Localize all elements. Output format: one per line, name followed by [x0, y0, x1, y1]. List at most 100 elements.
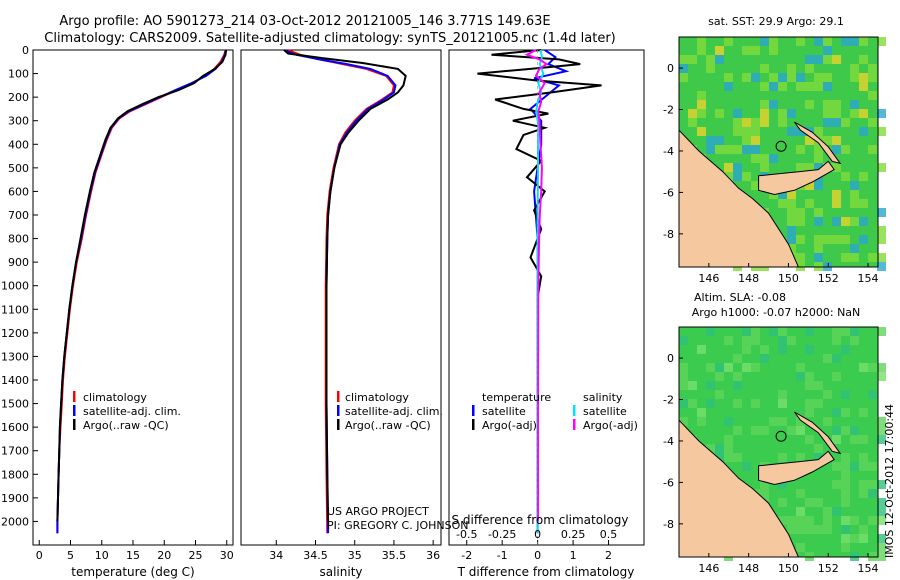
- map-field-cell: [742, 73, 751, 82]
- map-field-cell: [778, 199, 787, 208]
- map-field-cell: [778, 336, 787, 345]
- map-field-cell: [742, 336, 751, 345]
- map-x-tick-label: 148: [738, 272, 759, 285]
- map-field-cell: [706, 444, 715, 453]
- map-field-cell: [760, 354, 769, 363]
- map-field-cell: [697, 127, 706, 136]
- map-x-tick-label: 154: [858, 562, 879, 575]
- x-tick-label: 0: [36, 549, 43, 562]
- map-field-cell: [760, 37, 769, 46]
- legend-swatch-t-argo: [472, 419, 475, 430]
- map-field-cell: [742, 327, 751, 336]
- series-line-climatology: [56, 49, 227, 534]
- depth-tick-label: 1900: [1, 492, 29, 505]
- map-field-cell: [733, 118, 742, 127]
- temperature-legend: climatology satellite-adj. clim. Argo(..…: [73, 391, 181, 432]
- map-field-cell: [814, 208, 823, 217]
- map-field-cell: [724, 82, 733, 91]
- map-field-cell: [859, 217, 868, 226]
- map-field-cell: [751, 73, 760, 82]
- map-field-cell: [733, 163, 742, 172]
- map-field-cell: [859, 82, 868, 91]
- map-field-cell: [796, 525, 805, 534]
- map-field-cell: [724, 453, 733, 462]
- map-field-cell: [742, 363, 751, 372]
- map-field-cell: [877, 426, 886, 435]
- map-field-cell: [832, 145, 841, 154]
- map-field-cell: [877, 534, 886, 543]
- map-field-cell: [832, 354, 841, 363]
- map-field-cell: [823, 82, 832, 91]
- map-field-cell: [679, 64, 688, 73]
- difference-axes: [448, 49, 645, 546]
- map-field-cell: [805, 372, 814, 381]
- s-tick-label: -0.5: [456, 528, 477, 541]
- argo-location-marker: [775, 430, 787, 442]
- s-tick-label: 0.5: [600, 528, 618, 541]
- map-field-cell: [805, 525, 814, 534]
- map-y-tick-label: -8: [663, 228, 674, 241]
- temperature-xlabel: temperature (deg C): [71, 565, 194, 579]
- map-field-cell: [751, 399, 760, 408]
- map-field-cell: [841, 118, 850, 127]
- map-field-cell: [778, 516, 787, 525]
- map-field-cell: [841, 471, 850, 480]
- map-field-cell: [769, 37, 778, 46]
- series-line-argo: [283, 49, 407, 522]
- map-field-cell: [841, 253, 850, 262]
- map-field-cell: [868, 516, 877, 525]
- map-field-cell: [868, 118, 877, 127]
- series-line-climatology: [287, 49, 395, 534]
- map-field-cell: [760, 82, 769, 91]
- map-field-cell: [805, 82, 814, 91]
- map-field-cell: [832, 235, 841, 244]
- map-field-cell: [796, 163, 805, 172]
- salinity-plot: 34 34.5 35 35.5 36: [269, 49, 440, 562]
- map-field-cell: [787, 64, 796, 73]
- map-field-cell: [715, 453, 724, 462]
- legend-label-t-argo: Argo(-adj): [482, 419, 537, 432]
- map-field-cell: [832, 118, 841, 127]
- map-field-cell: [850, 327, 859, 336]
- map-field-cell: [841, 480, 850, 489]
- map-field-cell: [850, 516, 859, 525]
- s-difference-ticklabels: -0.5 -0.25 0 0.25 0.5: [456, 528, 617, 541]
- map-field-cell: [841, 453, 850, 462]
- depth-tick-label: 1100: [1, 303, 29, 316]
- map-field-cell: [715, 372, 724, 381]
- map-field-cell: [877, 235, 886, 244]
- temperature-axes: [32, 49, 234, 546]
- map-field-cell: [715, 46, 724, 55]
- map-field-cell: [706, 64, 715, 73]
- map-field-cell: [832, 408, 841, 417]
- series-line-satellite: [56, 49, 228, 534]
- map-field-cell: [859, 489, 868, 498]
- map-field-cell: [751, 426, 760, 435]
- map-field-cell: [679, 372, 688, 381]
- map-field-cell: [796, 217, 805, 226]
- map-field-cell: [733, 172, 742, 181]
- map-field-cell: [850, 253, 859, 262]
- map-field-cell: [724, 336, 733, 345]
- map-field-cell: [787, 525, 796, 534]
- map-field-cell: [787, 244, 796, 253]
- argo-location-marker: [775, 140, 787, 152]
- map-field-cell: [805, 327, 814, 336]
- map-field-cell: [796, 145, 805, 154]
- depth-tick-label: 1800: [1, 468, 29, 481]
- map-field-cell: [841, 327, 850, 336]
- map-field-cell: [787, 190, 796, 199]
- map-field-cell: [796, 453, 805, 462]
- map-field-cell: [832, 336, 841, 345]
- map-field-cell: [724, 73, 733, 82]
- map-field-cell: [823, 235, 832, 244]
- map-field-cell: [760, 118, 769, 127]
- map-field-cell: [877, 262, 886, 271]
- map-field-cell: [832, 136, 841, 145]
- map-field-cell: [715, 55, 724, 64]
- map-field-cell: [805, 136, 814, 145]
- map-field-cell: [859, 172, 868, 181]
- map-field-cell: [787, 208, 796, 217]
- pi-annotation: PI: GREGORY C. JOHNSON: [327, 519, 468, 532]
